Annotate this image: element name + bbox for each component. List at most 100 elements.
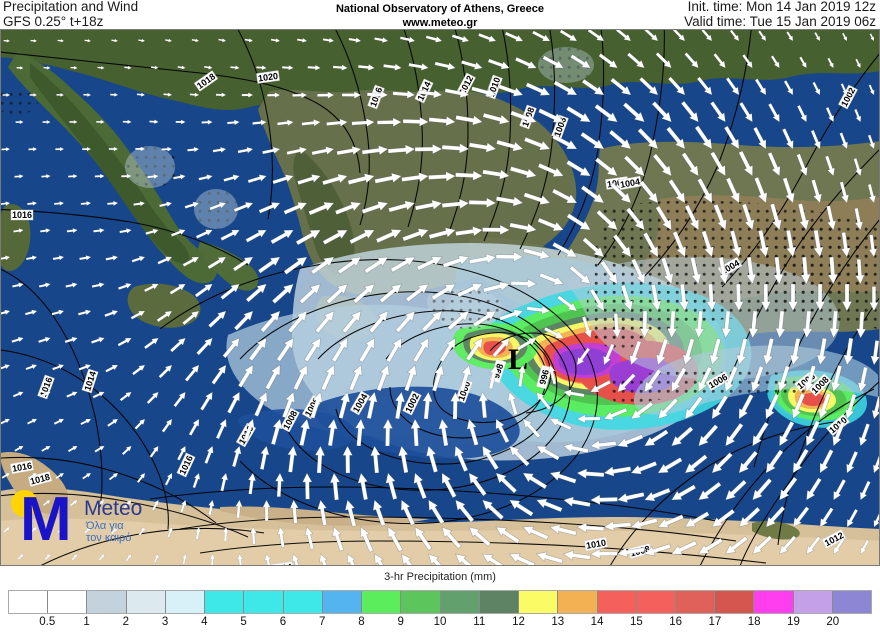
wind-arrow (682, 338, 695, 366)
wind-arrow (752, 477, 773, 501)
wind-arrow (869, 286, 879, 312)
wind-arrow (760, 283, 772, 312)
wind-arrow (67, 173, 78, 179)
wind-arrow (96, 499, 105, 507)
wind-arrow (368, 310, 389, 334)
wind-arrow (150, 65, 159, 70)
wind-arrow (283, 201, 308, 215)
isobar-label: 1014 (270, 561, 294, 566)
wind-arrow (643, 543, 672, 557)
wind-arrow (11, 282, 24, 288)
wind-arrow (840, 83, 848, 96)
wind-arrow (543, 326, 565, 339)
wind-arrow (195, 526, 201, 540)
wind-arrow (107, 200, 119, 206)
wind-arrow (741, 203, 755, 231)
forecast-map[interactable]: 1020101810181016101610161016101610141014… (0, 29, 880, 566)
wind-arrow (308, 201, 335, 216)
wind-arrow (14, 445, 24, 452)
wind-arrow (235, 499, 243, 519)
wind-arrow (672, 230, 687, 258)
wind-arrow (191, 38, 200, 43)
wind-arrow (42, 119, 51, 125)
wind-arrow (277, 526, 286, 548)
wind-arrow (169, 337, 186, 353)
wind-arrow (576, 522, 605, 534)
wind-arrow (482, 445, 500, 471)
wind-arrow (616, 491, 645, 504)
wind-arrow (840, 231, 851, 258)
wind-arrow (337, 256, 362, 275)
wind-arrow (806, 477, 822, 501)
wind-arrow (341, 91, 362, 99)
wind-arrow (119, 228, 132, 234)
wind-arrow (402, 228, 430, 242)
wind-arrow (338, 391, 351, 420)
wind-arrow (523, 136, 551, 151)
isobar-label: 1004 (618, 175, 642, 191)
wind-arrow (245, 229, 268, 243)
wind-arrow (431, 283, 457, 301)
wind-arrow (244, 38, 254, 43)
wind-arrow (867, 134, 876, 150)
wind-arrow (670, 426, 694, 447)
wind-arrow (425, 445, 439, 473)
wind-arrow (792, 448, 810, 474)
wind-arrow (161, 418, 173, 433)
colorbar-tick: 9 (397, 616, 404, 628)
svg-text:1014: 1014 (271, 562, 292, 566)
wind-arrow (198, 174, 213, 181)
wind-arrow (608, 129, 632, 150)
wind-arrow (773, 256, 784, 285)
wind-arrow (745, 256, 757, 285)
wind-arrow (70, 65, 78, 70)
wind-arrow (425, 35, 443, 43)
wind-arrow (576, 347, 591, 366)
wind-arrow (408, 62, 430, 71)
wind-arrow (468, 142, 497, 153)
wind-arrow (495, 418, 510, 444)
wind-arrow (16, 65, 24, 70)
wind-arrow (52, 255, 65, 261)
wind-arrow (363, 256, 389, 274)
wind-arrow (218, 38, 227, 43)
wind-arrow (589, 288, 605, 312)
colorbar-tick: 0.5 (39, 616, 56, 628)
wind-arrow (670, 540, 698, 555)
wind-arrow (151, 499, 159, 511)
wind-arrow (738, 393, 754, 420)
wind-arrow (1, 472, 11, 479)
wind-arrow (196, 337, 213, 356)
wind-arrow (298, 283, 322, 305)
wind-arrow (281, 64, 294, 71)
colorbar-segment (754, 591, 794, 613)
wind-arrow (303, 337, 321, 363)
wind-arrow (262, 499, 271, 522)
wind-arrow (733, 283, 745, 312)
wind-arrow (522, 525, 549, 541)
wind-arrow (11, 336, 24, 343)
wind-arrow (668, 178, 686, 204)
wind-arrow (779, 476, 798, 501)
wind-arrow (90, 336, 105, 344)
wind-arrow (696, 177, 713, 204)
wind-arrow (819, 448, 834, 474)
wind-arrow (792, 506, 810, 528)
wind-arrow (642, 231, 659, 258)
wind-arrow (270, 229, 295, 245)
wind-arrow (487, 58, 511, 70)
wind-arrow (855, 58, 861, 69)
colorbar-tick: 1 (83, 616, 90, 628)
wind-arrow (514, 56, 538, 69)
wind-arrow (347, 173, 376, 185)
colorbar-tick: 20 (826, 616, 840, 628)
wind-arrow (782, 177, 795, 204)
wind-arrow (655, 338, 669, 366)
wind-arrow (44, 553, 51, 561)
wind-arrow (523, 192, 551, 206)
wind-arrow (176, 445, 186, 461)
wind-arrow (383, 63, 403, 71)
wind-arrow (233, 310, 254, 331)
wind-arrow (184, 364, 200, 382)
wind-arrow (94, 445, 105, 453)
